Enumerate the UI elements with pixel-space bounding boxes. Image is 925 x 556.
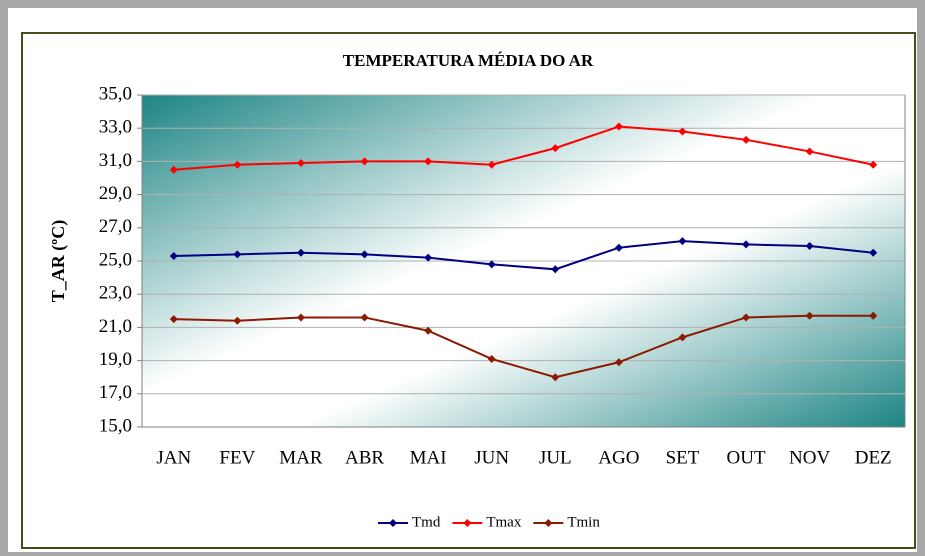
y-tick-label: 17,0 (99, 382, 132, 403)
chart-title: TEMPERATURA MÉDIA DO AR (343, 51, 594, 70)
point (487, 354, 496, 363)
legend-label: Tmax (486, 514, 521, 530)
x-tick-label: NOV (789, 447, 830, 468)
point (424, 253, 433, 262)
point (487, 160, 496, 169)
x-tick-label: MAI (410, 447, 447, 468)
point (742, 313, 751, 322)
point (678, 127, 687, 136)
x-tick-label: DEZ (855, 447, 892, 468)
y-tick-label: 15,0 (99, 415, 132, 436)
y-axis-label: T_AR (ºC) (48, 220, 69, 302)
point (614, 122, 623, 131)
point (678, 333, 687, 342)
point (614, 243, 623, 252)
x-tick-label: AGO (598, 447, 639, 468)
y-tick-label: 21,0 (99, 316, 132, 337)
point (487, 260, 496, 269)
legend-label: Tmin (567, 514, 600, 530)
point (233, 316, 242, 325)
x-tick-label: JAN (156, 447, 191, 468)
point (678, 237, 687, 246)
y-tick-label: 25,0 (99, 249, 132, 270)
point (360, 157, 369, 166)
y-tick-label: 33,0 (99, 117, 132, 138)
point (869, 311, 878, 320)
point (805, 147, 814, 156)
y-tick-label: 19,0 (99, 349, 132, 370)
series-line (173, 125, 874, 171)
point (805, 242, 814, 251)
point (551, 144, 560, 153)
point (296, 159, 305, 168)
point (360, 313, 369, 322)
point (424, 326, 433, 335)
point (424, 157, 433, 166)
legend-label: Tmd (412, 514, 441, 530)
legend-marker (389, 519, 397, 527)
series-line (173, 314, 874, 379)
point (169, 165, 178, 174)
x-tick-label: JUN (474, 447, 509, 468)
y-tick-label: 23,0 (99, 283, 132, 304)
x-tick-label: SET (666, 447, 700, 468)
point (169, 252, 178, 261)
y-tick-label: 31,0 (99, 150, 132, 171)
point (869, 248, 878, 257)
legend-marker (544, 519, 553, 527)
point (233, 160, 242, 169)
x-tick-label: MAR (279, 447, 323, 468)
point (296, 313, 305, 322)
series-line (173, 240, 874, 271)
x-tick-label: JUL (539, 447, 572, 468)
point (614, 358, 623, 367)
point (296, 248, 305, 257)
point (360, 250, 369, 259)
point (169, 315, 178, 324)
point (869, 160, 878, 169)
point (805, 311, 814, 320)
point (742, 240, 751, 249)
x-tick-label: OUT (727, 447, 766, 468)
y-tick-label: 35,0 (99, 83, 132, 104)
point (233, 250, 242, 259)
point (551, 265, 560, 274)
point (742, 135, 751, 144)
legend-marker (463, 519, 472, 527)
x-tick-label: FEV (219, 447, 255, 468)
y-tick-label: 29,0 (99, 183, 132, 204)
point (551, 373, 560, 382)
y-tick-label: 27,0 (99, 216, 132, 237)
x-tick-label: ABR (345, 447, 384, 468)
